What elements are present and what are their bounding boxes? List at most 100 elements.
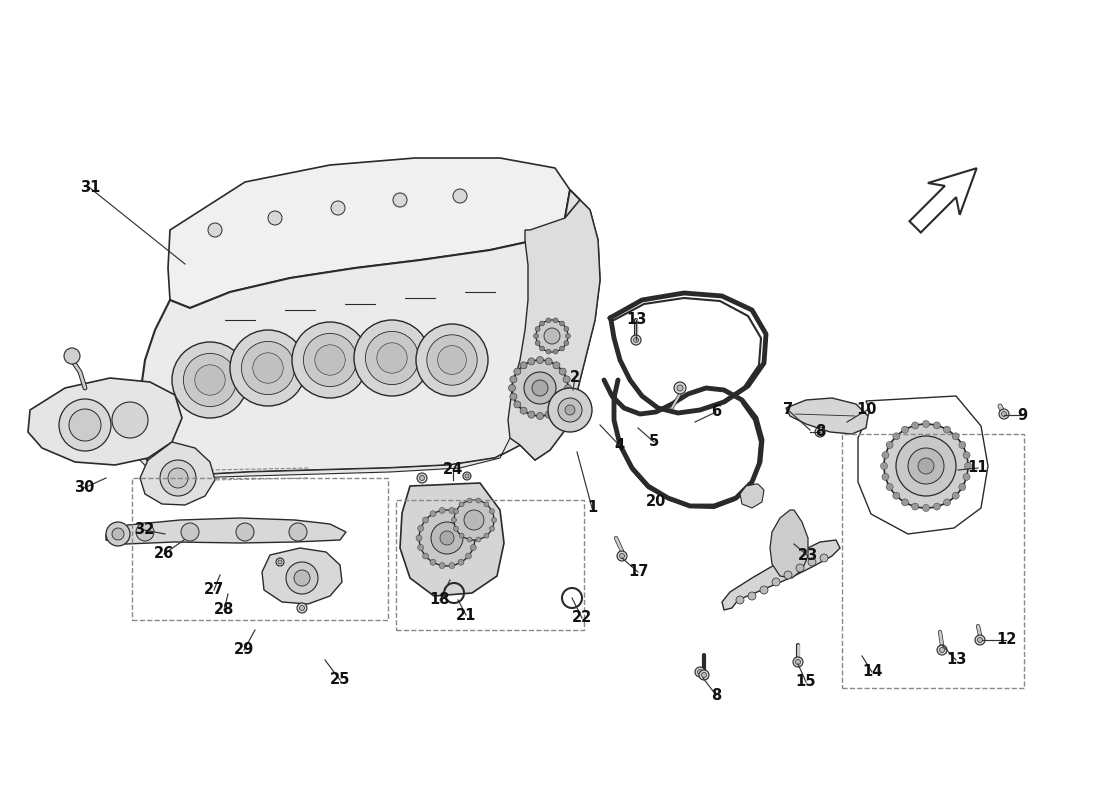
Circle shape bbox=[548, 388, 592, 432]
Circle shape bbox=[465, 517, 472, 523]
Circle shape bbox=[492, 518, 496, 522]
Circle shape bbox=[882, 452, 889, 458]
Polygon shape bbox=[138, 438, 520, 478]
Circle shape bbox=[449, 507, 455, 514]
Circle shape bbox=[458, 510, 464, 517]
Text: 1: 1 bbox=[587, 501, 597, 515]
Circle shape bbox=[908, 448, 944, 484]
Circle shape bbox=[459, 533, 464, 538]
Circle shape bbox=[565, 334, 571, 338]
Circle shape bbox=[772, 578, 780, 586]
Circle shape bbox=[563, 376, 570, 383]
Text: 18: 18 bbox=[430, 593, 450, 607]
Circle shape bbox=[292, 322, 368, 398]
Circle shape bbox=[815, 427, 825, 437]
Text: 17: 17 bbox=[628, 565, 648, 579]
Circle shape bbox=[634, 338, 638, 342]
Text: 13: 13 bbox=[946, 653, 966, 667]
Circle shape bbox=[440, 531, 454, 545]
Circle shape bbox=[553, 362, 560, 369]
Polygon shape bbox=[508, 200, 600, 460]
Circle shape bbox=[546, 411, 552, 418]
Text: 24: 24 bbox=[443, 462, 463, 478]
Circle shape bbox=[419, 510, 475, 566]
Circle shape bbox=[619, 554, 625, 558]
Circle shape bbox=[631, 335, 641, 345]
Text: 9: 9 bbox=[1016, 407, 1027, 422]
Circle shape bbox=[468, 498, 472, 503]
Circle shape bbox=[465, 474, 469, 478]
Circle shape bbox=[472, 535, 478, 541]
Circle shape bbox=[416, 535, 422, 541]
Circle shape bbox=[902, 426, 909, 433]
Circle shape bbox=[490, 526, 495, 531]
Circle shape bbox=[893, 433, 900, 440]
Circle shape bbox=[439, 562, 446, 569]
Text: 10: 10 bbox=[857, 402, 878, 418]
Text: 31: 31 bbox=[80, 181, 100, 195]
Circle shape bbox=[136, 523, 154, 541]
Circle shape bbox=[978, 638, 982, 642]
Circle shape bbox=[484, 533, 490, 538]
Circle shape bbox=[944, 499, 950, 506]
Polygon shape bbox=[740, 484, 764, 508]
Circle shape bbox=[748, 592, 756, 600]
Circle shape bbox=[698, 670, 710, 680]
Circle shape bbox=[528, 358, 535, 365]
Text: 6: 6 bbox=[711, 405, 722, 419]
Polygon shape bbox=[910, 168, 977, 233]
Circle shape bbox=[944, 426, 950, 433]
Circle shape bbox=[453, 189, 468, 203]
Circle shape bbox=[524, 372, 556, 404]
Text: 22: 22 bbox=[572, 610, 592, 626]
Circle shape bbox=[184, 354, 236, 406]
Circle shape bbox=[276, 558, 284, 566]
Circle shape bbox=[564, 326, 569, 331]
Circle shape bbox=[784, 571, 792, 579]
Circle shape bbox=[365, 331, 419, 385]
Circle shape bbox=[230, 330, 306, 406]
Polygon shape bbox=[400, 483, 504, 596]
Circle shape bbox=[887, 442, 893, 449]
Circle shape bbox=[520, 407, 527, 414]
Circle shape bbox=[172, 342, 248, 418]
Circle shape bbox=[674, 382, 686, 394]
Circle shape bbox=[560, 346, 564, 351]
Circle shape bbox=[923, 505, 930, 511]
Polygon shape bbox=[786, 398, 868, 434]
Circle shape bbox=[253, 353, 283, 383]
Circle shape bbox=[208, 223, 222, 237]
Circle shape bbox=[510, 393, 517, 400]
Circle shape bbox=[884, 424, 968, 508]
Circle shape bbox=[558, 398, 582, 422]
Circle shape bbox=[510, 376, 517, 383]
Circle shape bbox=[168, 468, 188, 488]
Circle shape bbox=[476, 537, 481, 542]
Circle shape bbox=[508, 385, 516, 391]
Circle shape bbox=[453, 526, 459, 531]
Circle shape bbox=[354, 320, 430, 396]
Circle shape bbox=[912, 422, 918, 429]
Circle shape bbox=[695, 667, 705, 677]
Circle shape bbox=[820, 554, 828, 562]
Circle shape bbox=[959, 483, 966, 490]
Circle shape bbox=[422, 553, 429, 559]
Circle shape bbox=[64, 348, 80, 364]
Circle shape bbox=[564, 385, 572, 391]
Circle shape bbox=[465, 553, 472, 559]
Circle shape bbox=[315, 345, 345, 375]
Circle shape bbox=[182, 523, 199, 541]
Circle shape bbox=[463, 472, 471, 480]
Circle shape bbox=[553, 349, 558, 354]
Text: 12: 12 bbox=[996, 633, 1016, 647]
Circle shape bbox=[546, 349, 551, 354]
Circle shape bbox=[934, 422, 940, 429]
Circle shape bbox=[893, 492, 900, 499]
Circle shape bbox=[484, 502, 490, 507]
Circle shape bbox=[535, 326, 540, 331]
Circle shape bbox=[69, 409, 101, 441]
Circle shape bbox=[471, 545, 476, 550]
Circle shape bbox=[817, 430, 823, 434]
Circle shape bbox=[331, 201, 345, 215]
Text: 13: 13 bbox=[626, 313, 646, 327]
